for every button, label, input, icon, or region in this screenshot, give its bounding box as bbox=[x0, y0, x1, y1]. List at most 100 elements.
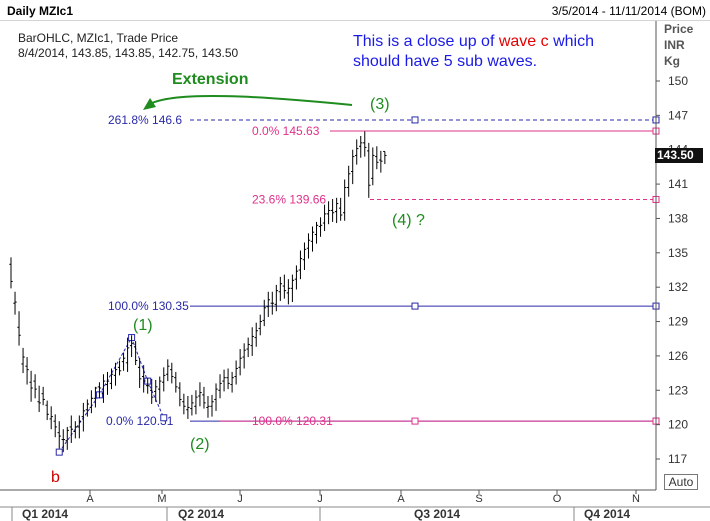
ohlc-bar bbox=[137, 358, 142, 388]
ohlc-bar bbox=[338, 197, 343, 221]
wave-pivot-layer bbox=[55, 334, 168, 456]
price-tick-label: 117 bbox=[668, 452, 687, 466]
chart-title: Daily MZIc1 bbox=[7, 4, 74, 18]
ohlc-bar bbox=[363, 131, 367, 157]
ohlc-bar bbox=[21, 347, 25, 374]
ohlc-bar bbox=[371, 147, 375, 186]
ohlc-bar bbox=[310, 226, 315, 252]
fib-handle[interactable] bbox=[411, 116, 419, 124]
price-tick-label: 135 bbox=[668, 246, 688, 260]
ohlc-bar bbox=[101, 374, 106, 403]
wave-pivot-handle[interactable] bbox=[55, 448, 63, 456]
date-range: 3/5/2014 - 11/11/2014 (BOM) bbox=[551, 4, 706, 18]
axes: 117120123126129132135138141144147150AMJJ… bbox=[0, 21, 710, 521]
ohlc-bar bbox=[13, 291, 17, 315]
ohlc-bar bbox=[97, 382, 102, 399]
ohlc-bar bbox=[214, 383, 218, 411]
ohlc-bar bbox=[33, 374, 37, 399]
ohlc-bar bbox=[129, 335, 134, 358]
fib-level-label: 100.0% 120.31 bbox=[252, 414, 333, 428]
fib-level-label: 0.0% 145.63 bbox=[252, 124, 320, 138]
ohlc-bar bbox=[141, 365, 146, 393]
ohlc-bar bbox=[226, 368, 230, 390]
ohlc-bar bbox=[351, 149, 355, 185]
wave-label-2: (2) bbox=[190, 436, 210, 453]
ohlc-bar bbox=[150, 378, 154, 405]
ohlc-bar bbox=[89, 390, 94, 414]
ohlc-bar bbox=[367, 142, 371, 198]
fib-level-label: 23.6% 139.66 bbox=[252, 192, 326, 206]
ohlc-bar bbox=[145, 377, 150, 394]
price-tick-label: 123 bbox=[668, 383, 688, 397]
ohlc-bar bbox=[286, 279, 291, 305]
ohlc-bar bbox=[166, 359, 170, 382]
wave-connector bbox=[58, 394, 100, 453]
ohlc-bar bbox=[346, 165, 351, 197]
ohlc-bar bbox=[334, 197, 339, 224]
ohlc-bar bbox=[9, 257, 13, 289]
wave-label-3: (3) bbox=[370, 96, 390, 113]
ohlc-bar bbox=[73, 421, 78, 439]
fib-handle[interactable] bbox=[411, 417, 419, 425]
ohlc-bar bbox=[298, 250, 303, 280]
annotation-line-2: should have 5 sub waves. bbox=[353, 53, 537, 70]
ohlc-bar bbox=[222, 369, 226, 392]
ohlc-bar bbox=[29, 370, 33, 402]
ohlc-bar bbox=[218, 374, 222, 399]
ohlc-bar bbox=[294, 265, 299, 290]
ohlc-bar bbox=[206, 396, 210, 418]
price-tick-label: 132 bbox=[668, 280, 688, 294]
wave-pivot-handle[interactable] bbox=[160, 414, 168, 422]
wave-label-4: (4) ? bbox=[392, 212, 425, 229]
ohlc-bar bbox=[186, 396, 190, 419]
wave-label-1: (1) bbox=[133, 317, 153, 334]
ohlc-bar bbox=[234, 360, 238, 385]
ohlc-bar bbox=[174, 371, 178, 393]
ohlc-bar bbox=[330, 198, 335, 222]
ohlc-bar bbox=[178, 382, 182, 407]
ohlc-bar bbox=[113, 362, 118, 386]
price-tick-label: 141 bbox=[668, 177, 688, 191]
ohlc-bar bbox=[302, 242, 307, 270]
currency-label: INR bbox=[664, 38, 685, 52]
month-tick-label: N bbox=[632, 493, 640, 505]
ohlc-bar bbox=[133, 341, 138, 366]
ohlc-bar bbox=[359, 135, 363, 158]
ohlc-bar bbox=[210, 394, 214, 417]
ohlc-bar bbox=[375, 146, 379, 170]
ohlc-bar bbox=[45, 400, 49, 421]
month-tick-label: A bbox=[397, 493, 405, 505]
chart-labels: BarOHLC, MZIc1, Trade Price 8/4/2014, 14… bbox=[18, 31, 594, 486]
ohlc-bar bbox=[81, 402, 86, 432]
price-tick-label: 129 bbox=[668, 315, 688, 329]
ohlc-bar bbox=[154, 379, 158, 402]
wave-connector bbox=[131, 337, 149, 382]
price-tick-label: 150 bbox=[668, 74, 688, 88]
ohlc-bar bbox=[322, 204, 327, 232]
ohlc-bar bbox=[182, 393, 186, 415]
ohlc-bar bbox=[105, 371, 110, 395]
ohlc-bar bbox=[258, 314, 262, 336]
quarter-label: Q4 2014 bbox=[584, 507, 630, 521]
ohlc-bar bbox=[262, 299, 266, 327]
ohlc-bar bbox=[37, 385, 41, 413]
fib-level-label: 0.0% 120.31 bbox=[106, 414, 174, 428]
ohlc-bar bbox=[158, 376, 162, 405]
ohlc-bar bbox=[282, 274, 287, 299]
ohlc-bar bbox=[383, 150, 387, 165]
quarter-label: Q2 2014 bbox=[178, 507, 224, 521]
ohlc-bar bbox=[274, 284, 279, 312]
ohlc-bar bbox=[49, 406, 53, 430]
price-tick-label: 147 bbox=[668, 108, 688, 122]
ohlc-bar bbox=[170, 362, 174, 384]
ohlc-bar bbox=[342, 179, 347, 221]
info-line-1: BarOHLC, MZIc1, Trade Price bbox=[18, 31, 178, 45]
ohlc-bar bbox=[121, 352, 126, 371]
month-tick-label: O bbox=[553, 493, 562, 505]
auto-scale-button[interactable]: Auto bbox=[664, 474, 698, 490]
month-tick-label: J bbox=[317, 493, 323, 505]
fib-handle[interactable] bbox=[411, 302, 419, 310]
fib-level-label: 100.0% 130.35 bbox=[108, 299, 189, 313]
